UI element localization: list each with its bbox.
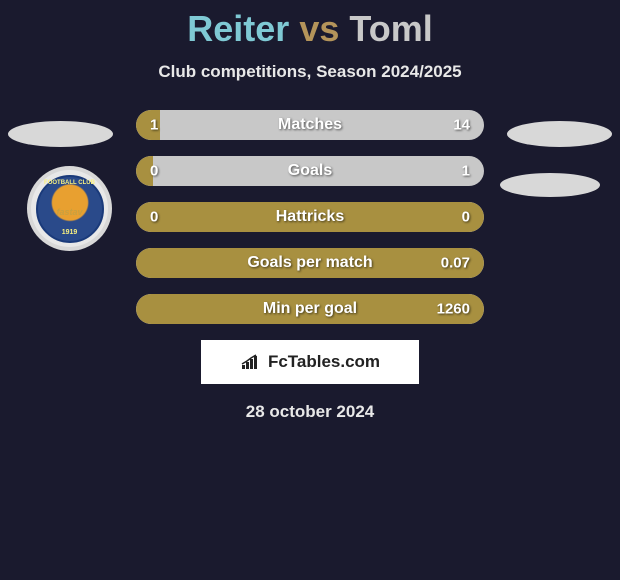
stat-bar-fill <box>136 294 484 324</box>
stat-bar-fill <box>136 248 484 278</box>
stat-bar-container <box>136 156 484 186</box>
stat-bar-fill-left <box>136 156 153 186</box>
stat-row: Matches114 <box>136 110 484 140</box>
chart-icon <box>240 353 262 371</box>
stat-row: Goals01 <box>136 156 484 186</box>
placeholder-oval-right-1 <box>507 121 612 147</box>
stats-area: Matches114 Goals01 Hattricks00 Goals per ma… <box>136 110 484 324</box>
club-badge: FOOTBALL CLUB fastav 1919 <box>27 166 112 251</box>
stat-bar-container <box>136 248 484 278</box>
page-title: Reiter vs Toml <box>0 8 620 50</box>
date-text: 28 october 2024 <box>0 402 620 422</box>
stat-bar-fill-left <box>136 110 160 140</box>
logo-label: FcTables.com <box>268 352 380 372</box>
main-area: FOOTBALL CLUB fastav 1919 Matches114 Goal… <box>0 110 620 422</box>
stat-row: Hattricks00 <box>136 202 484 232</box>
vs-text: vs <box>299 8 339 49</box>
badge-year: 1919 <box>38 229 102 236</box>
logo-box[interactable]: FcTables.com <box>201 340 419 384</box>
stat-row: Goals per match0.07 <box>136 248 484 278</box>
competition-subtitle: Club competitions, Season 2024/2025 <box>0 62 620 82</box>
logo-text: FcTables.com <box>240 352 380 372</box>
comparison-widget: Reiter vs Toml Club competitions, Season… <box>0 0 620 422</box>
stat-row: Min per goal1260 <box>136 294 484 324</box>
stat-bar-fill <box>136 202 484 232</box>
placeholder-oval-left <box>8 121 113 147</box>
stat-bar-container <box>136 294 484 324</box>
player1-name: Reiter <box>187 8 289 49</box>
player2-name: Toml <box>349 8 432 49</box>
badge-inner: FOOTBALL CLUB fastav 1919 <box>36 175 104 243</box>
badge-text-top: FOOTBALL CLUB <box>38 180 102 186</box>
placeholder-oval-right-2 <box>500 173 600 197</box>
badge-text-mid: fastav <box>38 207 102 217</box>
stat-bar-container <box>136 110 484 140</box>
stat-bar-container <box>136 202 484 232</box>
